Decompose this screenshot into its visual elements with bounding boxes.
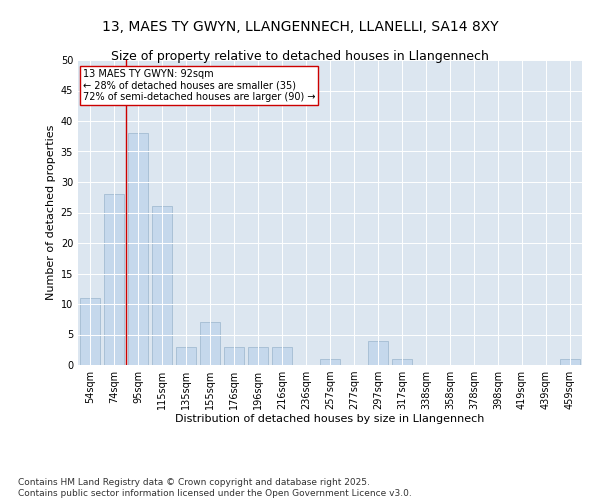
Bar — [200, 322, 220, 365]
Bar — [152, 206, 172, 365]
Bar — [80, 298, 100, 365]
Text: Size of property relative to detached houses in Llangennech: Size of property relative to detached ho… — [111, 50, 489, 63]
Text: 13 MAES TY GWYN: 92sqm
← 28% of detached houses are smaller (35)
72% of semi-det: 13 MAES TY GWYN: 92sqm ← 28% of detached… — [83, 69, 316, 102]
Y-axis label: Number of detached properties: Number of detached properties — [46, 125, 56, 300]
Text: 13, MAES TY GWYN, LLANGENNECH, LLANELLI, SA14 8XY: 13, MAES TY GWYN, LLANGENNECH, LLANELLI,… — [101, 20, 499, 34]
Text: Contains HM Land Registry data © Crown copyright and database right 2025.
Contai: Contains HM Land Registry data © Crown c… — [18, 478, 412, 498]
Bar — [104, 194, 124, 365]
Bar — [272, 346, 292, 365]
Bar — [392, 359, 412, 365]
Bar — [248, 346, 268, 365]
X-axis label: Distribution of detached houses by size in Llangennech: Distribution of detached houses by size … — [175, 414, 485, 424]
Bar — [224, 346, 244, 365]
Bar — [128, 133, 148, 365]
Bar — [176, 346, 196, 365]
Bar — [368, 340, 388, 365]
Bar — [320, 359, 340, 365]
Bar — [560, 359, 580, 365]
